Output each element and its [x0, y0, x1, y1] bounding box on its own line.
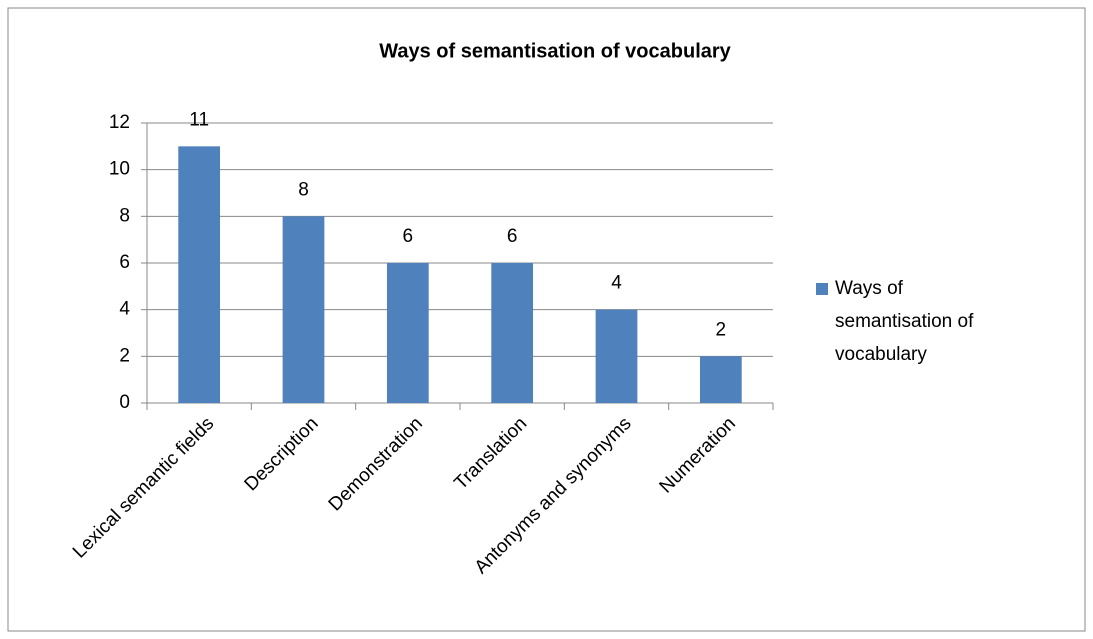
legend-label: Ways of semantisation of vocabulary — [835, 278, 974, 365]
bar — [595, 309, 638, 403]
data-label: 11 — [189, 109, 209, 130]
bar — [178, 146, 221, 404]
data-label: 6 — [403, 226, 414, 247]
y-tick-label: 2 — [119, 345, 130, 366]
chart-title: Ways of semantisation of vocabulary — [379, 40, 731, 62]
bar — [491, 263, 534, 403]
bar — [699, 356, 742, 403]
data-label: 4 — [611, 273, 622, 294]
legend-swatch — [816, 283, 828, 295]
y-tick-label: 10 — [109, 159, 130, 180]
data-label: 8 — [298, 179, 309, 200]
y-tick-label: 6 — [119, 252, 130, 273]
bar — [386, 263, 429, 403]
y-tick-label: 8 — [119, 205, 130, 226]
y-tick-label: 0 — [119, 392, 130, 413]
data-label: 6 — [507, 226, 518, 247]
y-tick-label: 12 — [109, 112, 130, 133]
bar — [282, 216, 325, 403]
y-tick-label: 4 — [119, 299, 130, 320]
data-label: 2 — [716, 319, 727, 340]
